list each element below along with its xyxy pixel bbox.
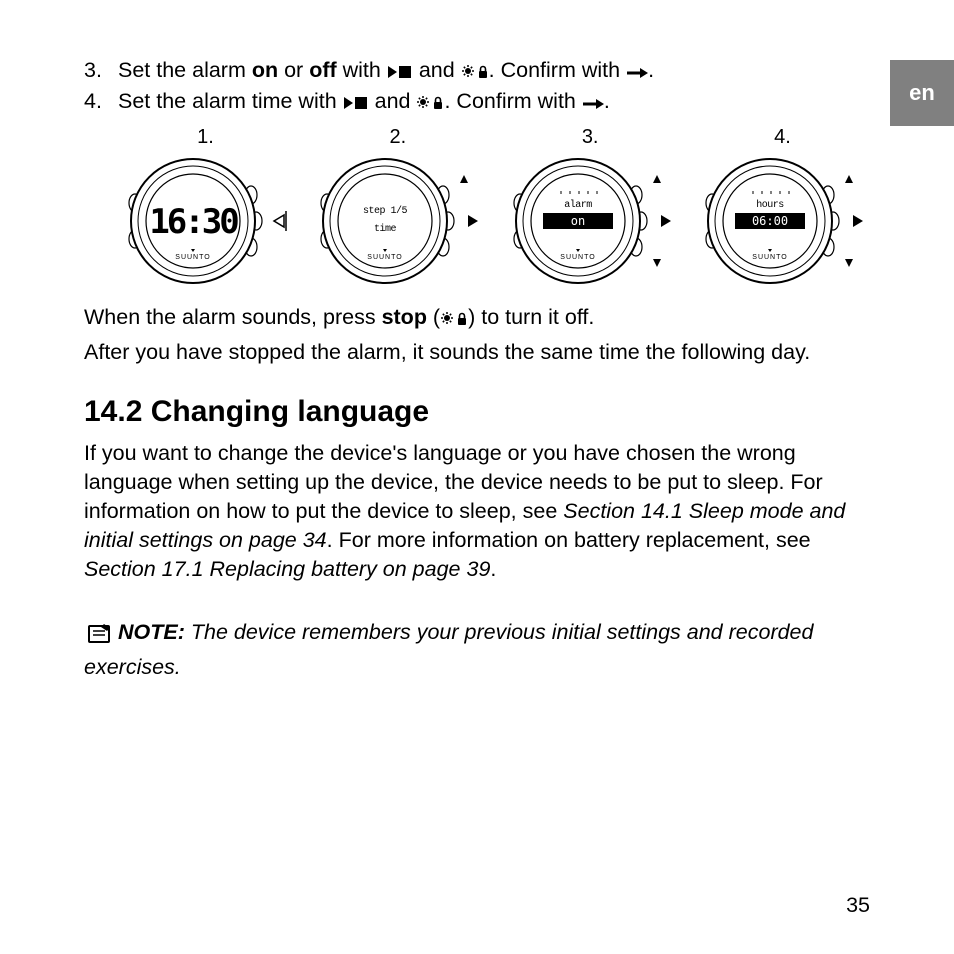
step-text: Set the alarm on or off with and . Confi… [118,56,870,87]
alarm-stop-text: When the alarm sounds, press stop ( ) to … [84,303,870,334]
watch-label: 4. [774,126,791,149]
screen-line2: 06:00 [752,214,788,228]
watch-diagram-row: 1. 16:30 SUUNTO [118,126,870,291]
screen-line2: on [570,214,584,228]
text: ( [427,305,440,329]
screen-line2: time [374,223,397,235]
step-number: 4. [84,87,118,118]
watch-label: 2. [389,126,406,149]
language-tab: en [890,60,954,126]
play-stop-icon [343,89,369,118]
text: Set the alarm time with [118,89,343,113]
note-text: The device remembers your previous initi… [84,620,813,679]
step-text: Set the alarm time with and . Confirm wi… [118,87,870,118]
text: . Confirm with [444,89,581,113]
watch-3: 3. alarm on SUUNTO [503,126,678,291]
text: or [278,58,309,82]
text: Set the alarm [118,58,252,82]
text: . For more information on battery replac… [327,528,811,552]
text: When the alarm sounds, press [84,305,382,329]
text: and [369,89,417,113]
arrow-right-icon [582,89,604,118]
watch-label: 3. [582,126,599,149]
watch-illustration: 16:30 SUUNTO [118,151,293,291]
brand-label: SUUNTO [560,254,595,261]
text: and [413,58,461,82]
text: . [604,89,610,113]
bold-off: off [309,58,336,82]
body-paragraph: If you want to change the device's langu… [84,439,870,584]
text: . [648,58,654,82]
text: with [337,58,387,82]
watch-illustration: alarm on SUUNTO [503,151,678,291]
alarm-repeat-text: After you have stopped the alarm, it sou… [84,338,870,367]
watch-time: 16:30 [149,202,238,242]
step-number: 3. [84,56,118,87]
text: . [490,557,496,581]
play-stop-icon [387,58,413,87]
screen-line1: step 1/5 [363,205,408,217]
brand-label: SUUNTO [175,254,210,261]
screen-line1: alarm [564,199,592,211]
brand-label: SUUNTO [752,254,787,261]
cross-reference: Section 17.1 Replacing battery on page 3… [84,557,490,581]
note-label: NOTE: [118,620,185,644]
brand-label: SUUNTO [368,254,403,261]
watch-illustration: hours 06:00 SUUNTO [695,151,870,291]
watch-4: 4. hours 06:00 SUUNTO [695,126,870,291]
bold-on: on [252,58,278,82]
note-block: NOTE: The device remembers your previous… [84,618,870,682]
page-number: 35 [846,893,870,918]
step-4: 4. Set the alarm time with and . Confirm… [84,87,870,118]
bold-stop: stop [382,305,427,329]
note-icon [84,621,114,653]
light-lock-icon [440,305,468,334]
section-heading: 14.2 Changing language [84,395,870,429]
manual-page: en 3. Set the alarm on or off with and .… [0,0,954,954]
watch-label: 1. [197,126,214,149]
text: ) to turn it off. [468,305,594,329]
step-3: 3. Set the alarm on or off with and . Co… [84,56,870,87]
watch-2: 2. step 1/5 time SUUNTO [310,126,485,291]
watch-illustration: step 1/5 time SUUNTO [310,151,485,291]
screen-line1: hours [756,199,784,211]
light-lock-icon [416,89,444,118]
light-lock-icon [461,58,489,87]
watch-1: 1. 16:30 SUUNTO [118,126,293,291]
instruction-list: 3. Set the alarm on or off with and . Co… [84,56,870,118]
arrow-right-icon [626,58,648,87]
text: . Confirm with [489,58,626,82]
